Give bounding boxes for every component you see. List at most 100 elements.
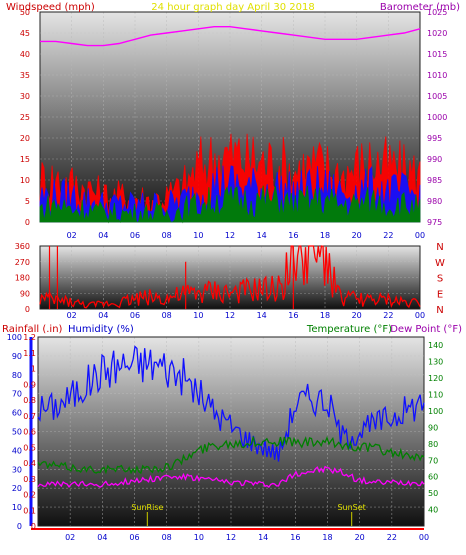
rainfall-tick-label: 1.2 [23, 333, 36, 342]
barometer-axis-title: Barometer (mb) [380, 2, 460, 13]
sunrise-label: SunRise [131, 503, 163, 512]
windspeed-axis-title: Windspeed (mph) [6, 2, 95, 13]
compass-tick-label: S [437, 274, 443, 285]
x-tick-label-top: 02 [67, 231, 77, 240]
x-tick-label-bottom: 22 [387, 533, 397, 542]
compass-tick-label: N [436, 242, 443, 253]
wind-direction-series-line [39, 245, 421, 309]
x-tick-label-middle: 06 [130, 311, 140, 320]
barometer-tick-label: 985 [427, 176, 442, 185]
x-tick-label-top: 16 [288, 231, 298, 240]
barometer-tick-label: 1025 [427, 8, 447, 17]
x-tick-label-top: 18 [320, 231, 330, 240]
temperature-tick-label: 120 [428, 374, 443, 383]
rainfall-axis-title: Rainfall (.in) [2, 324, 63, 335]
x-tick-label-middle: 12 [225, 311, 235, 320]
windspeed-tick-label: 15 [20, 155, 30, 164]
temperature-tick-label: 100 [428, 407, 443, 416]
barometer-tick-label: 995 [427, 134, 442, 143]
humidity-tick-label: 60 [12, 409, 22, 418]
windspeed-tick-label: 40 [20, 50, 30, 59]
rainfall-tick-label: 0.7 [23, 412, 36, 421]
temperature-tick-label: 80 [428, 440, 438, 449]
x-tick-label-bottom: 16 [290, 533, 300, 542]
x-tick-label-middle: 22 [383, 311, 393, 320]
temperature-tick-label: 130 [428, 358, 443, 367]
rainfall-tick-label: 0.4 [23, 459, 36, 468]
x-tick-label-middle: 16 [288, 311, 298, 320]
x-tick-label-bottom: 12 [226, 533, 236, 542]
windspeed-tick-label: 25 [20, 113, 30, 122]
temperature-tick-label: 90 [428, 423, 438, 432]
humidity-tick-label: 80 [12, 371, 22, 380]
x-tick-label-bottom: 18 [322, 533, 332, 542]
x-tick-label-middle: 20 [352, 311, 362, 320]
temperature-tick-label: 70 [428, 456, 438, 465]
compass-tick-label: W [435, 258, 445, 269]
barometer-tick-label: 975 [427, 218, 442, 227]
rainfall-tick-label: 0.6 [23, 428, 36, 437]
x-tick-label-bottom: 08 [162, 533, 172, 542]
rainfall-tick-label: 0.3 [23, 475, 36, 484]
humidity-tick-label: 40 [12, 446, 22, 455]
barometer-tick-label: 1000 [427, 113, 447, 122]
temperature-tick-label: 50 [428, 489, 438, 498]
humidity-tick-label: 50 [12, 428, 22, 437]
x-tick-label-bottom: 02 [65, 533, 75, 542]
x-tick-label-top: 10 [193, 231, 203, 240]
humidity-series-line [37, 345, 425, 462]
humidity-tick-label: 30 [12, 465, 22, 474]
compass-tick-label: E [437, 289, 443, 300]
dew-point-series-line [37, 465, 425, 489]
dew-point-axis-title: Dew Point (°F) [390, 324, 462, 335]
x-tick-label-top: 12 [225, 231, 235, 240]
x-tick-label-bottom: 04 [97, 533, 107, 542]
x-tick-label-top: 08 [162, 231, 172, 240]
direction-tick-label: 90 [20, 289, 30, 298]
x-tick-label-middle: 08 [162, 311, 172, 320]
chart-title: 24 hour graph day April 30 2018 [151, 2, 314, 13]
temperature-tick-label: 110 [428, 391, 443, 400]
direction-tick-label: 180 [15, 274, 30, 283]
rainfall-tick-label: 0.2 [23, 491, 36, 500]
x-tick-label-middle: 10 [193, 311, 203, 320]
windspeed-tick-label: 0 [25, 218, 30, 227]
x-tick-label-middle: 14 [257, 311, 267, 320]
windspeed-green-series [39, 185, 421, 224]
barometer-tick-label: 1015 [427, 50, 447, 59]
x-tick-label-top: 06 [130, 231, 140, 240]
rainfall-tick-label: 0 [31, 522, 36, 531]
windspeed-tick-label: 5 [25, 197, 30, 206]
x-tick-label-bottom: 06 [129, 533, 139, 542]
x-tick-label-bottom: 20 [355, 533, 365, 542]
barometer-tick-label: 1005 [427, 92, 447, 101]
direction-tick-label: 270 [15, 258, 30, 267]
rainfall-tick-label: 1 [31, 365, 36, 374]
windspeed-tick-label: 50 [20, 8, 30, 17]
sunset-label: SunSet [337, 503, 365, 512]
temperature-tick-label: 60 [428, 473, 438, 482]
windspeed-tick-label: 30 [20, 92, 30, 101]
x-tick-label-bottom: 14 [258, 533, 268, 542]
x-tick-label-top: 22 [383, 231, 393, 240]
x-tick-label-middle: 04 [98, 311, 108, 320]
rainfall-tick-label: 0.8 [23, 396, 36, 405]
humidity-tick-label: 70 [12, 390, 22, 399]
windspeed-tick-label: 10 [20, 176, 30, 185]
rainfall-tick-label: 0.9 [23, 380, 36, 389]
humidity-tick-label: 0 [17, 522, 22, 531]
compass-tick-label: N [436, 305, 443, 316]
humidity-tick-label: 10 [12, 503, 22, 512]
rainfall-tick-label: 1.1 [23, 349, 36, 358]
x-tick-label-middle: 02 [67, 311, 77, 320]
temperature-tick-label: 40 [428, 506, 438, 515]
barometer-tick-label: 1010 [427, 71, 447, 80]
x-tick-label-top: 04 [98, 231, 108, 240]
temperature-axis-title: Temperature (°F) [306, 324, 392, 335]
x-tick-label-middle: 18 [320, 311, 330, 320]
barometer-tick-label: 980 [427, 197, 442, 206]
humidity-tick-label: 90 [12, 352, 22, 361]
x-tick-label-top: 20 [352, 231, 362, 240]
